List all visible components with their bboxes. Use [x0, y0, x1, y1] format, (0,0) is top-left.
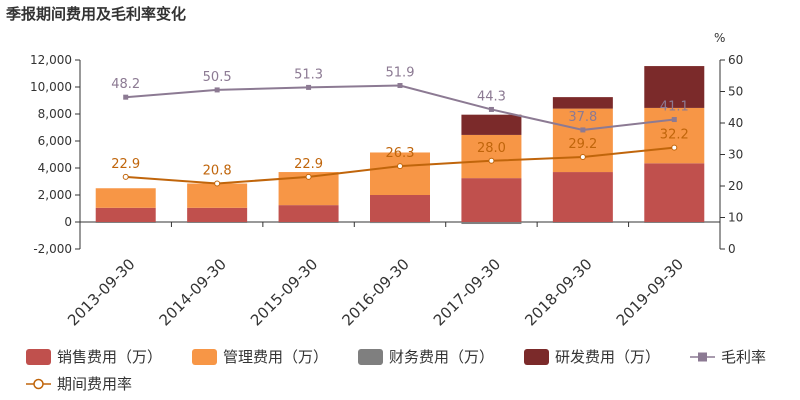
x-tick-label: 2018-09-30	[521, 255, 595, 329]
bar-segment	[370, 195, 430, 222]
line-point	[397, 83, 403, 89]
bar-segment	[95, 188, 156, 208]
line-data-label: 51.3	[294, 67, 323, 82]
x-tick-label: 2014-09-30	[156, 255, 230, 329]
line-data-label: 29.2	[568, 137, 597, 152]
legend-label: 毛利率	[721, 348, 766, 366]
bar-segment	[552, 222, 613, 223]
legend-swatch	[524, 349, 549, 365]
y-left-tick-label: -2,000	[33, 242, 72, 256]
line-point	[579, 154, 586, 161]
y-right-tick-label: 0	[728, 242, 736, 256]
line-point	[214, 180, 221, 187]
bar-segment	[644, 66, 705, 108]
y-left-tick-label: 10,000	[30, 80, 72, 94]
legend-marker	[698, 352, 707, 362]
line-data-label: 41.1	[660, 100, 689, 115]
line-data-label: 51.9	[386, 66, 415, 81]
line-data-label: 28.0	[477, 141, 506, 156]
bar-segment	[187, 183, 248, 208]
line-point	[306, 84, 312, 90]
legend-label: 销售费用（万）	[57, 348, 162, 366]
y-right-unit-label: %	[714, 31, 725, 45]
legend-swatch	[26, 349, 51, 365]
line-data-label: 26.3	[386, 146, 415, 161]
legend-label: 研发费用（万）	[555, 348, 660, 366]
line-point	[123, 94, 129, 100]
bar-segment	[461, 134, 522, 179]
bar-segment	[187, 207, 248, 222]
line-data-label: 20.8	[203, 163, 232, 178]
y-right-tick-label: 30	[728, 148, 743, 162]
line-data-label: 48.2	[111, 77, 140, 92]
y-right-tick-label: 40	[728, 116, 743, 130]
line-point	[671, 144, 678, 151]
line-point	[305, 173, 312, 180]
bar-segment	[644, 163, 705, 222]
line-point	[488, 157, 495, 164]
line-point	[397, 163, 403, 170]
line-data-label: 22.9	[294, 157, 323, 172]
y-left-tick-label: 4,000	[38, 161, 72, 175]
y-right-tick-label: 20	[728, 179, 743, 193]
chart-title: 季报期间费用及毛利率变化	[6, 5, 187, 23]
legend-swatch	[192, 349, 217, 365]
y-left-tick-label: 8,000	[38, 107, 72, 121]
y-left-tick-label: 12,000	[30, 53, 72, 67]
x-tick-label: 2017-09-30	[430, 255, 504, 329]
legend-label: 财务费用（万）	[389, 348, 494, 366]
y-left-tick-label: 6,000	[38, 134, 72, 148]
bar-segment	[461, 114, 522, 135]
x-tick-label: 2013-09-30	[64, 255, 138, 329]
bar-segment	[370, 152, 430, 195]
legend-label: 管理费用（万）	[223, 348, 328, 366]
bar-segment	[278, 222, 339, 223]
bar-segment	[552, 97, 613, 109]
legend-marker	[33, 378, 44, 390]
bar-segment	[644, 222, 705, 223]
bar-segment	[95, 222, 156, 223]
bar-segment	[95, 207, 156, 222]
line-data-label: 22.9	[111, 157, 140, 172]
x-tick-label: 2016-09-30	[338, 255, 412, 329]
line-data-label: 37.8	[568, 110, 597, 125]
bar-segment	[278, 205, 339, 222]
line-point	[214, 87, 220, 93]
y-left-tick-label: 2,000	[38, 188, 72, 202]
legend-label: 期间费用率	[57, 375, 132, 393]
line-point	[122, 173, 129, 180]
legend-swatch	[358, 349, 383, 365]
bar-segment	[552, 172, 613, 222]
y-right-tick-label: 10	[728, 211, 743, 225]
line-data-label: 44.3	[477, 89, 506, 104]
bar-segment	[187, 222, 248, 223]
line-point	[671, 117, 677, 123]
y-right-tick-label: 60	[728, 53, 743, 67]
line-data-label: 32.2	[660, 128, 689, 143]
x-tick-label: 2019-09-30	[613, 255, 687, 329]
line-point	[488, 106, 494, 112]
bar-segment	[461, 178, 522, 222]
bar-segment	[461, 222, 522, 225]
y-left-tick-label: 0	[64, 215, 72, 229]
bar-segment	[370, 222, 430, 224]
line-point	[580, 127, 586, 133]
x-tick-label: 2015-09-30	[247, 255, 321, 329]
line-data-label: 50.5	[203, 70, 232, 85]
bar-segment	[552, 108, 613, 173]
y-right-tick-label: 50	[728, 85, 743, 99]
